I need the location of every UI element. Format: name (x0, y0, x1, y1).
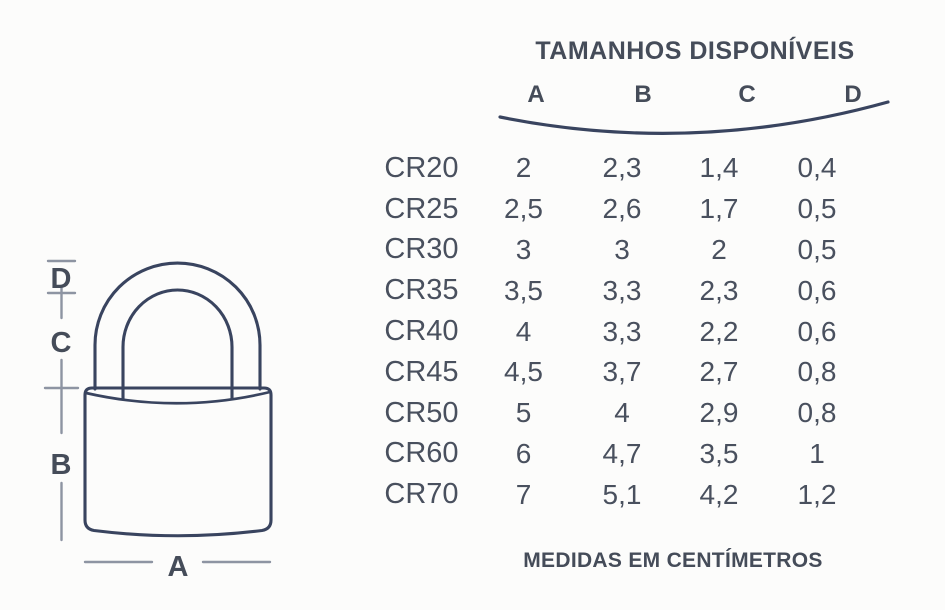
column-header-a: A (527, 81, 545, 108)
model-label: CR60 (384, 437, 459, 470)
value-a: 7 (515, 478, 532, 510)
value-c: 2,3 (699, 274, 739, 306)
value-d: 0,6 (797, 274, 837, 306)
value-b: 4,7 (602, 437, 642, 469)
value-d: 1 (809, 437, 825, 469)
value-d: 0,5 (797, 233, 837, 265)
value-c: 2 (711, 233, 727, 265)
value-a: 3 (515, 233, 532, 265)
padlock-shackle-outer (93, 261, 262, 391)
model-label: CR70 (384, 478, 459, 511)
dim-label-c: C (51, 327, 72, 359)
value-c: 2,7 (699, 356, 739, 388)
value-d: 0,5 (797, 193, 837, 225)
value-b: 5,1 (602, 478, 642, 510)
value-c: 1,7 (699, 193, 739, 225)
value-b: 3,3 (602, 315, 642, 347)
value-d: 0,6 (797, 315, 837, 347)
value-a: 2 (515, 152, 532, 184)
value-c: 4,2 (699, 478, 739, 510)
column-header-c: C (738, 81, 756, 108)
model-label: CR20 (384, 151, 459, 184)
model-label: CR40 (384, 315, 459, 348)
page-title: TAMANHOS DISPONÍVEIS (535, 37, 855, 65)
value-b: 2,3 (602, 152, 642, 184)
model-label: CR45 (384, 355, 459, 388)
value-a: 4 (515, 315, 532, 347)
value-c: 3,5 (699, 437, 739, 469)
value-a: 6 (515, 437, 532, 469)
sizes-table: CR20 2 2,3 1,4 0,4 CR25 2,5 2,6 1,7 0,5 … (370, 148, 866, 515)
value-b: 4 (614, 397, 630, 429)
value-b: 3,3 (602, 274, 642, 306)
padlock-body (83, 386, 273, 538)
column-header-d: D (844, 81, 862, 108)
column-header-b: B (634, 81, 652, 108)
value-b: 3 (614, 233, 630, 265)
value-c: 2,2 (699, 315, 739, 347)
padlock-shackle-inner (121, 288, 234, 401)
dim-label-d: D (51, 263, 72, 295)
model-label: CR30 (384, 233, 459, 266)
value-d: 0,4 (797, 152, 837, 184)
dim-label-a: A (168, 551, 189, 583)
value-c: 1,4 (699, 152, 739, 184)
value-a: 3,5 (504, 274, 543, 306)
value-d: 1,2 (797, 478, 837, 510)
value-a: 5 (515, 397, 532, 429)
value-a: 2,5 (504, 193, 543, 225)
value-b: 2,6 (602, 193, 642, 225)
model-label: CR25 (384, 192, 459, 225)
dim-label-b: B (51, 449, 72, 481)
value-b: 3,7 (602, 356, 642, 388)
units-note: MEDIDAS EM CENTÍMETROS (523, 549, 823, 572)
model-label: CR50 (384, 396, 459, 429)
header-underline-curve (498, 100, 890, 135)
value-d: 0,8 (797, 397, 837, 429)
padlock-diagram: D C B A (43, 259, 273, 583)
value-c: 2,9 (699, 397, 739, 429)
value-d: 0,8 (797, 356, 837, 388)
padlock-body-top-arc (84, 390, 272, 405)
value-a: 4,5 (504, 356, 543, 388)
model-label: CR35 (384, 274, 459, 307)
